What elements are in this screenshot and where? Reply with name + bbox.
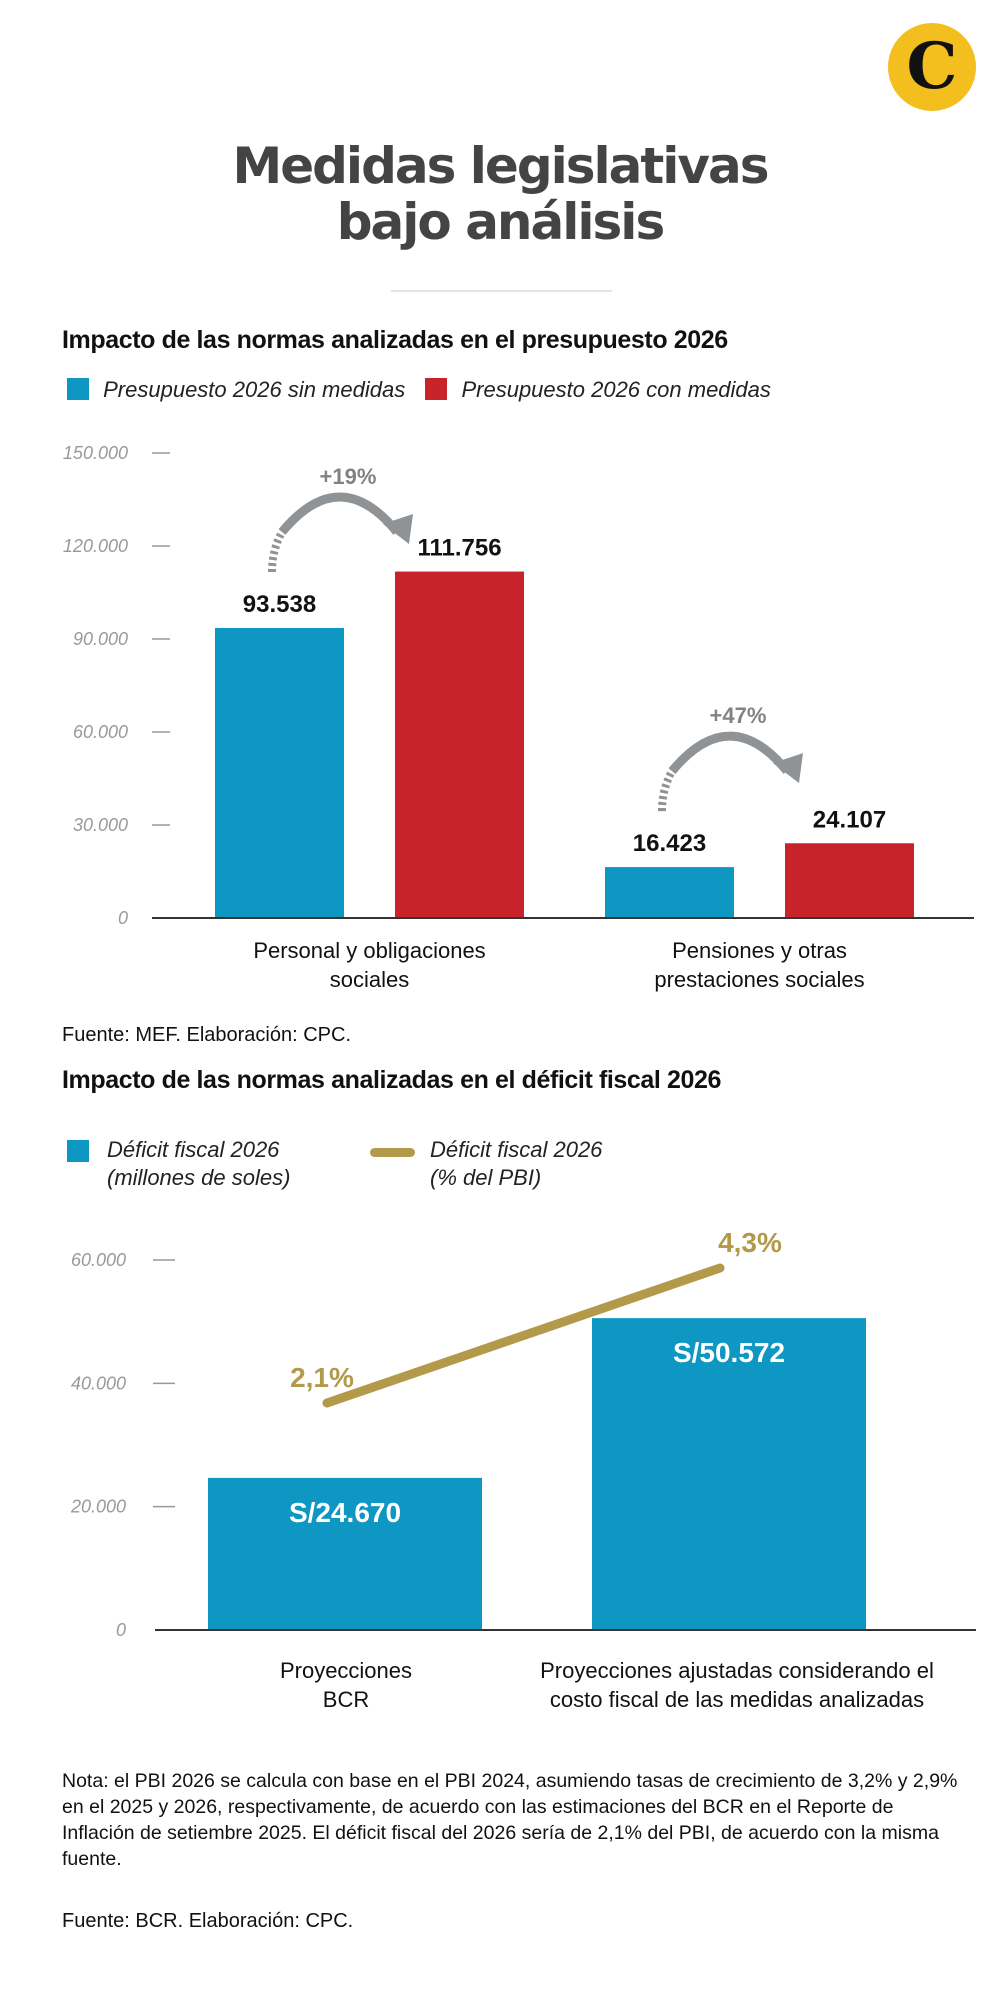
bar-sin-medidas [605,867,734,918]
legend-label: Presupuesto 2026 sin medidas [103,377,406,402]
deficit-bar-value-label: S/24.670 [289,1497,401,1528]
y-tick-label: 60.000 [73,722,128,742]
arrow-head-icon [383,514,413,545]
growth-label: +19% [320,464,377,489]
y-tick-label: 40.000 [71,1373,126,1393]
legend-label: Presupuesto 2026 con medidas [461,377,771,402]
legend-swatch-blue [67,1140,89,1162]
page-title: Medidas legislativas bajo análisis [0,138,1000,250]
growth-arrow [268,492,413,573]
section2-heading: Impacto de las normas analizadas en el d… [62,1066,722,1094]
category-label: Proyecciones ajustadas considerando el [540,1658,934,1683]
y-tick-label: 30.000 [73,815,128,835]
title-line-2: bajo análisis [336,193,665,251]
category-label: sociales [330,967,409,992]
legend-label-line2: (millones de soles) [107,1165,291,1190]
deficit-bar [208,1477,482,1630]
legend-label-line1: Déficit fiscal 2026 [107,1137,280,1162]
pbi-percent-label: 2,1% [290,1362,354,1393]
y-tick-label: 0 [118,908,128,928]
deficit-bar [592,1318,866,1630]
section1-source: Fuente: MEF. Elaboración: CPC. [62,1024,352,1046]
section2-note: Nota: el PBI 2026 se calcula con base en… [62,1770,958,1870]
deficit-bar-line-chart: 0 20.000 40.000 60.000 S/24.670 S/50.572 2,1% 4… [70,1227,976,1712]
logo-letter: C [906,29,958,104]
category-label: Proyecciones [280,1658,412,1683]
section1-legend: Presupuesto 2026 sin medidas Presupuesto… [67,377,771,403]
category-label: Personal y obligaciones [253,938,485,963]
category-label: costo fiscal de las medidas analizadas [550,1687,924,1712]
legend-label-line1: Déficit fiscal 2026 [430,1137,603,1162]
category-label: prestaciones sociales [654,967,864,992]
budget-bar-chart: 0 30.000 60.000 90.000 120.000 150.000 93.538 1… [63,443,974,992]
legend-item-sin-medidas: Presupuesto 2026 sin medidas [67,377,411,402]
arrow-dashed-tail [268,530,286,573]
bar-con-medidas [395,571,524,918]
category-label: BCR [323,1687,369,1712]
y-tick-label: 20.000 [70,1497,126,1517]
section2-source: Fuente: BCR. Elaboración: CPC. [62,1910,354,1932]
legend-swatch-blue [67,378,89,400]
title-line-1: Medidas legislativas [232,137,769,195]
category-label: Pensiones y otras [672,938,847,963]
bar-con-medidas [785,843,914,918]
pbi-percent-line [322,1263,725,1408]
legend-item-con-medidas: Presupuesto 2026 con medidas [425,377,771,402]
legend-swatch-red [425,378,448,400]
y-tick-label: 60.000 [71,1250,126,1270]
growth-label: +47% [710,703,767,728]
arrow-arc [668,731,791,774]
bar-value-label: 24.107 [813,806,886,833]
section2-legend-blue: Déficit fiscal 2026 (millones de soles) [67,1136,290,1192]
pbi-percent-label: 4,3% [718,1227,782,1258]
legend-line-gold [370,1148,415,1157]
y-tick-label: 90.000 [73,629,128,649]
bar-value-label: 93.538 [243,591,316,618]
y-tick-label: 120.000 [63,536,128,556]
deficit-bar-value-label: S/50.572 [673,1337,785,1368]
arrow-dashed-tail [658,769,676,812]
bar-value-label: 16.423 [633,830,706,857]
bar-value-label: 111.756 [417,535,501,562]
legend-label-line2: (% del PBI) [430,1165,542,1190]
bar-sin-medidas [215,628,344,918]
title-divider [391,290,612,292]
el-comercio-logo: C [888,23,976,111]
y-tick-label: 150.000 [63,443,128,463]
arrow-arc [278,492,401,535]
section2-legend-gold: Déficit fiscal 2026 (% del PBI) [370,1136,602,1192]
section1-heading: Impacto de las normas analizadas en el p… [62,326,728,354]
y-tick-label: 0 [116,1620,126,1640]
growth-arrow [658,731,803,812]
arrow-head-icon [773,753,803,784]
